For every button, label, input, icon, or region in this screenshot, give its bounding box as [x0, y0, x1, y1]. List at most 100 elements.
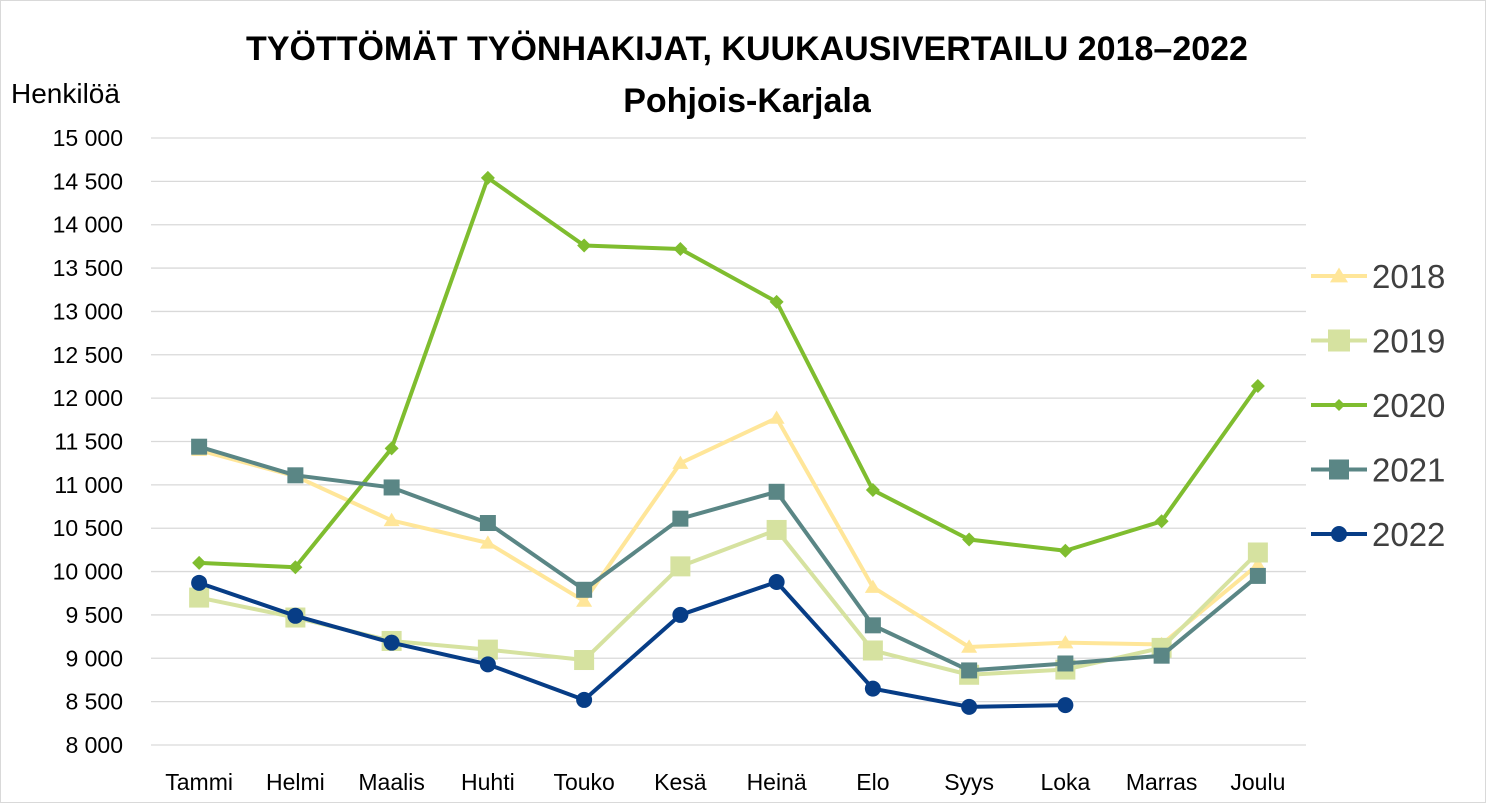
data-point-square [1249, 567, 1266, 584]
data-point-diamond [192, 555, 207, 570]
data-point-diamond [288, 560, 303, 575]
data-point-diamond [1154, 514, 1169, 529]
y-tick-label: 11 500 [54, 429, 123, 455]
x-tick-label: Syys [944, 769, 994, 795]
legend-item-2018: 2018 [1311, 258, 1445, 295]
data-point-circle [672, 606, 689, 623]
data-point-diamond [673, 241, 688, 256]
data-point-diamond [1250, 379, 1265, 394]
x-tick-label: Kesä [654, 769, 707, 795]
data-point-square [670, 556, 691, 577]
data-point-square [1328, 329, 1350, 352]
data-point-square [672, 510, 689, 527]
series-line [198, 579, 1066, 709]
data-point-diamond [384, 441, 399, 456]
x-tick-label: Joulu [1230, 769, 1285, 795]
y-tick-label: 12 500 [53, 342, 123, 368]
data-point-triangle [576, 593, 593, 607]
x-tick-label: Elo [856, 769, 889, 795]
data-point-triangle [383, 512, 400, 527]
data-point-square [383, 479, 400, 496]
data-point-square [189, 587, 210, 608]
y-tick-label: 11 000 [54, 472, 123, 498]
y-tick-label: 12 000 [53, 385, 123, 411]
data-point-diamond [769, 294, 784, 309]
y-tick-label: 15 000 [53, 125, 123, 151]
data-point-square [862, 640, 883, 661]
y-tick-label: 8 500 [65, 689, 123, 715]
x-tick-label: Loka [1040, 769, 1090, 795]
x-tick-label: Tammi [165, 769, 233, 795]
y-tick-label: 9 500 [65, 602, 123, 628]
y-tick-label: 10 000 [53, 559, 123, 585]
series-lines [189, 170, 1268, 715]
y-tick-label: 13 500 [53, 255, 123, 281]
data-point-triangle [672, 455, 689, 469]
data-point-circle [287, 607, 304, 624]
data-point-diamond [865, 483, 880, 498]
data-point-square [1329, 459, 1349, 480]
legend-label: 2020 [1372, 387, 1445, 424]
series-line [198, 444, 1260, 673]
legend-item-2019: 2019 [1311, 323, 1445, 360]
data-point-square [574, 650, 595, 671]
data-point-diamond [480, 170, 495, 185]
y-tick-label: 9 000 [65, 645, 123, 671]
data-point-triangle [961, 639, 978, 653]
data-point-square [479, 515, 496, 532]
data-point-square [1153, 647, 1170, 664]
data-point-circle [768, 573, 785, 590]
legend-label: 2022 [1372, 516, 1445, 553]
series-2018 [191, 410, 1266, 653]
data-point-square [766, 519, 787, 540]
legend-label: 2018 [1372, 258, 1445, 295]
y-axis-ticks: 8 000 8 500 9 000 9 500 10 000 10 500 11 000 11… [53, 125, 123, 758]
legend-label: 2019 [1372, 323, 1445, 360]
data-point-square [864, 617, 881, 634]
data-point-diamond [1058, 543, 1073, 558]
data-point-triangle [479, 535, 496, 549]
y-tick-label: 14 000 [53, 212, 123, 238]
data-point-circle [961, 698, 978, 715]
x-tick-label: Touko [553, 769, 614, 795]
data-point-circle [479, 656, 496, 673]
chart-subtitle: Pohjois-Karjala [623, 82, 872, 120]
legend-label: 2021 [1372, 452, 1445, 489]
series-line [198, 527, 1260, 677]
series-2021 [191, 438, 1266, 679]
y-tick-label: 14 500 [53, 168, 123, 194]
data-point-triangle [768, 410, 785, 424]
data-point-square [1057, 655, 1074, 672]
data-point-square [576, 581, 593, 598]
x-axis-ticks: Tammi Helmi Maalis Huhti Touko Kesä Heinä Elo Sy… [165, 769, 1285, 795]
data-point-circle [1331, 526, 1347, 542]
data-point-diamond [577, 238, 592, 253]
data-point-circle [864, 680, 881, 697]
data-point-triangle [1330, 267, 1348, 283]
series-2022 [191, 573, 1074, 715]
data-point-circle [191, 574, 208, 591]
data-point-circle [1057, 697, 1074, 714]
data-point-square [191, 438, 208, 455]
data-point-square [768, 483, 785, 500]
data-point-square [477, 639, 498, 660]
data-point-triangle [1249, 557, 1266, 571]
data-point-square [287, 467, 304, 484]
data-point-diamond [962, 532, 977, 547]
gridlines [151, 137, 1306, 746]
x-tick-label: Huhti [461, 769, 515, 795]
legend-item-2021: 2021 [1311, 452, 1445, 489]
y-tick-label: 10 500 [53, 515, 123, 541]
y-tick-label: 8 000 [65, 732, 123, 758]
data-point-diamond [1333, 399, 1345, 411]
data-point-circle [383, 634, 400, 651]
legend: 2018 2019 2020 2021 2022 [1311, 258, 1445, 553]
data-point-triangle [1057, 635, 1074, 649]
data-point-circle [576, 691, 593, 708]
series-line [198, 416, 1260, 650]
data-point-square [961, 662, 978, 679]
series-line [199, 175, 1260, 570]
data-point-triangle [864, 579, 881, 593]
